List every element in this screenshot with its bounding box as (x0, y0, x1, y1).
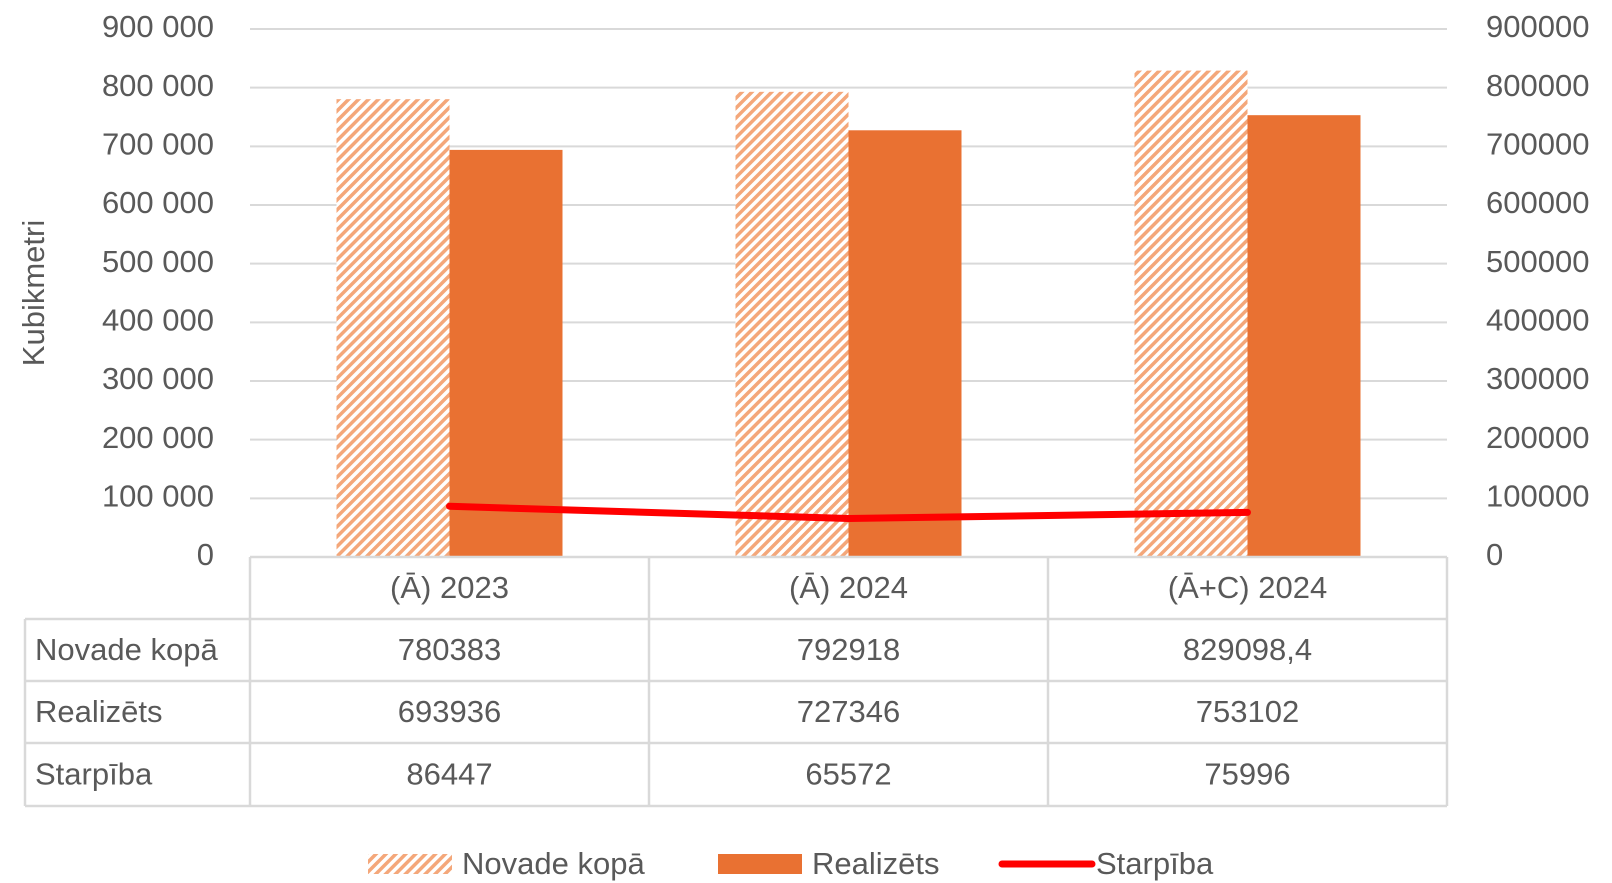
table-cell: 86447 (406, 757, 492, 792)
y2-tick-label: 0 (1486, 537, 1503, 572)
bar (1134, 70, 1248, 557)
bar (449, 149, 563, 558)
y2-tick-label: 200000 (1486, 420, 1589, 455)
y-tick-label: 300 000 (102, 361, 214, 396)
table-cell: 780383 (398, 632, 501, 667)
y-tick-label: 400 000 (102, 303, 214, 338)
bar (1247, 115, 1361, 557)
table-cell: 792918 (797, 632, 900, 667)
y-tick-label: 200 000 (102, 420, 214, 455)
x-tick-label: (Ā) 2023 (390, 570, 509, 605)
line-series (446, 502, 1251, 523)
table-row-label: Novade kopā (35, 632, 218, 667)
y-tick-label: 600 000 (102, 185, 214, 220)
table-cell: 727346 (797, 694, 900, 729)
y2-tick-label: 100000 (1486, 479, 1589, 514)
table-row-label: Starpība (35, 757, 153, 792)
y-axis-title: Kubikmetri (16, 220, 51, 366)
y2-tick-label: 300000 (1486, 361, 1589, 396)
legend-label: Starpība (1096, 846, 1214, 881)
legend-label: Novade kopā (462, 846, 645, 881)
table-cell: 75996 (1204, 757, 1290, 792)
x-tick-label: (Ā) 2024 (789, 570, 908, 605)
bar (336, 99, 450, 558)
x-tick-label: (Ā+C) 2024 (1168, 570, 1327, 605)
y2-tick-label: 600000 (1486, 185, 1589, 220)
y2-tick-label: 700000 (1486, 127, 1589, 162)
y-tick-label: 800 000 (102, 68, 214, 103)
table-cell: 753102 (1196, 694, 1299, 729)
y2-tick-label: 400000 (1486, 303, 1589, 338)
legend-swatch (718, 854, 802, 874)
y-tick-label: 500 000 (102, 244, 214, 279)
y2-tick-label: 800000 (1486, 68, 1589, 103)
table-row-label: Realizēts (35, 694, 163, 729)
y-tick-label: 100 000 (102, 479, 214, 514)
bar (848, 130, 962, 557)
legend-swatch (368, 854, 452, 874)
y-tick-label: 900 000 (102, 9, 214, 44)
y2-tick-label: 900000 (1486, 9, 1589, 44)
y2-tick-label: 500000 (1486, 244, 1589, 279)
table-cell: 693936 (398, 694, 501, 729)
legend-label: Realizēts (812, 846, 940, 881)
y-tick-label: 700 000 (102, 127, 214, 162)
table-cell: 829098,4 (1183, 632, 1312, 667)
table-cell: 65572 (805, 757, 891, 792)
bar (735, 91, 849, 557)
y-tick-label: 0 (197, 537, 214, 572)
